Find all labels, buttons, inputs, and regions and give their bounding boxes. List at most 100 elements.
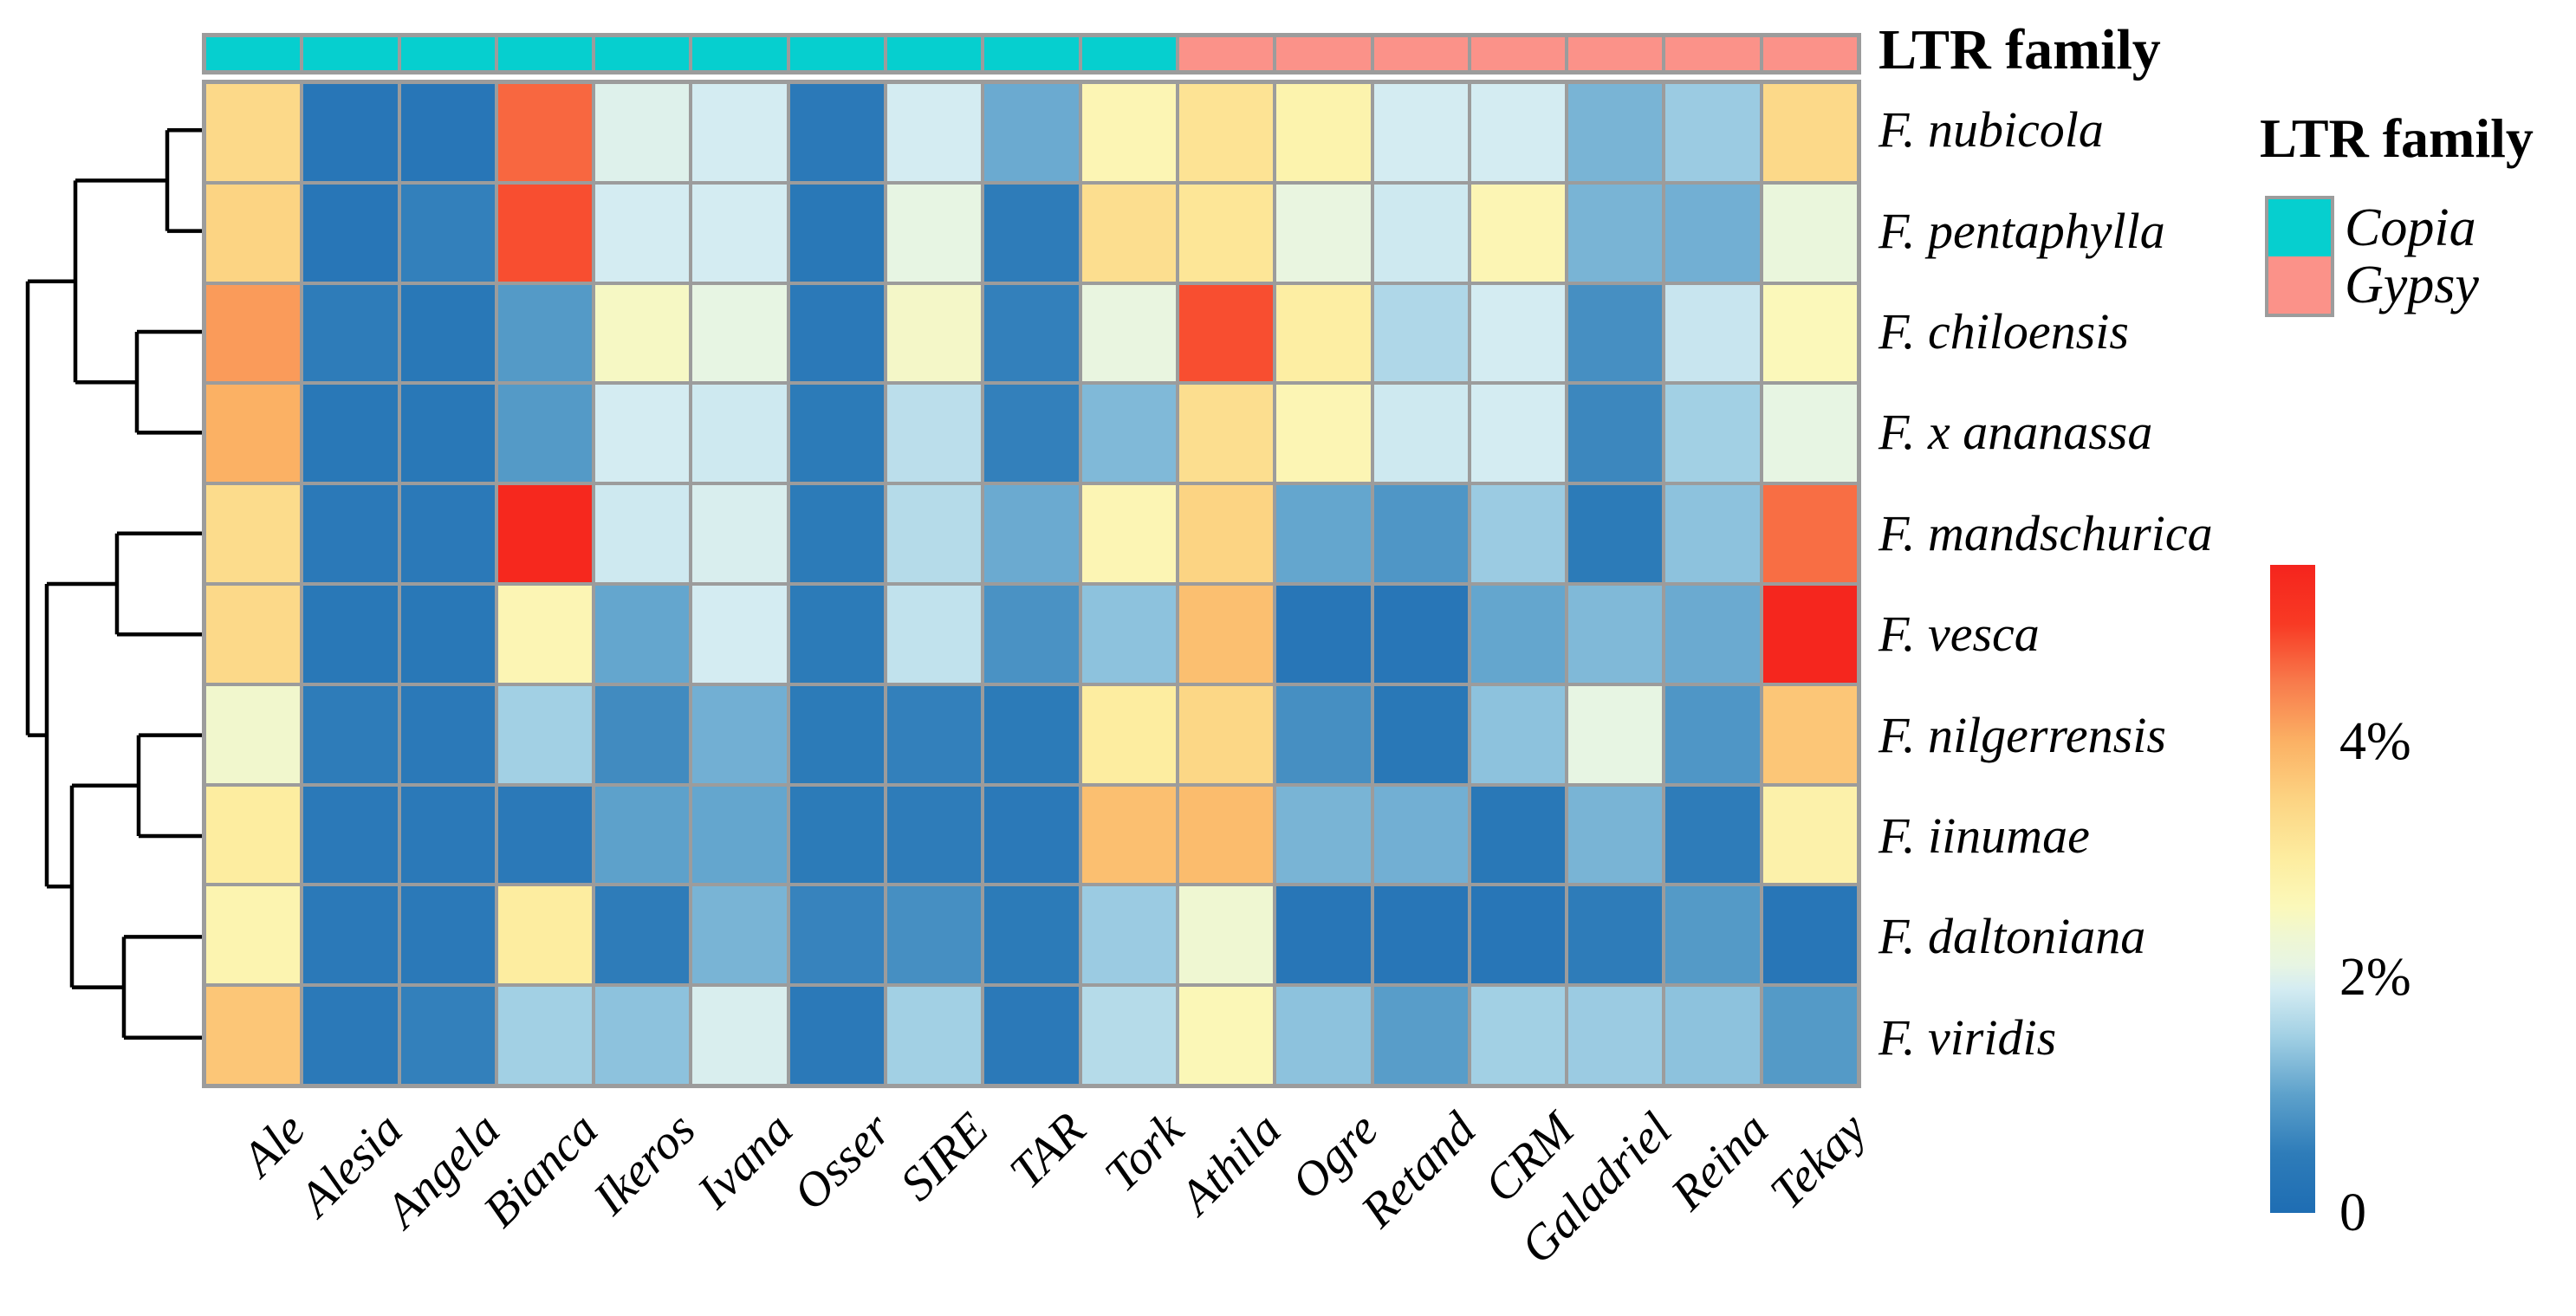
heatmap-cell <box>594 82 691 183</box>
heatmap-cell <box>1372 82 1470 183</box>
heatmap-cell <box>1469 684 1567 785</box>
heatmap-cell <box>496 784 594 885</box>
heatmap-cell <box>691 383 788 484</box>
heatmap-cell <box>983 985 1080 1086</box>
heatmap-cell <box>1080 985 1178 1086</box>
heatmap-cell <box>1761 985 1859 1086</box>
heatmap-cell <box>204 82 302 183</box>
annotation-cell-gypsy-tekay <box>1761 36 1859 72</box>
heatmap-cell <box>788 282 886 384</box>
heatmap-cell <box>886 885 983 986</box>
heatmap-cell <box>204 784 302 885</box>
heatmap-cell <box>1761 483 1859 584</box>
heatmap-cell <box>204 684 302 785</box>
heatmap-cell <box>691 182 788 283</box>
heatmap-cell <box>1761 684 1859 785</box>
heatmap-grid <box>202 80 1861 1088</box>
heatmap-cell <box>496 584 594 684</box>
heatmap-cell <box>1469 483 1567 584</box>
heatmap-cell <box>691 684 788 785</box>
heatmap-cell <box>204 483 302 584</box>
row-label: F. nubicola <box>1878 101 2104 159</box>
heatmap-cell <box>1469 885 1567 986</box>
heatmap-cell <box>1177 684 1275 785</box>
row-label: F. viridis <box>1878 1008 2057 1066</box>
heatmap-cell <box>886 584 983 684</box>
annotation-cell-copia-ivana <box>691 36 788 72</box>
colorbar-tick-label: 0 <box>2339 1183 2366 1242</box>
heatmap-cell <box>788 82 886 183</box>
heatmap-cell <box>691 483 788 584</box>
heatmap-cell <box>886 282 983 384</box>
heatmap-cell <box>1469 784 1567 885</box>
heatmap-cell <box>1372 684 1470 785</box>
colorbar-gradient <box>2270 565 2315 1213</box>
heatmap-cell <box>204 282 302 384</box>
heatmap-cell <box>204 182 302 283</box>
annotation-header-label: LTR family <box>1878 18 2161 81</box>
row-label: F. daltoniana <box>1878 908 2146 965</box>
legend-swatches <box>2265 196 2334 317</box>
heatmap-cell <box>302 383 399 484</box>
heatmap-cell <box>1469 282 1567 384</box>
heatmap-cell <box>1275 584 1372 684</box>
heatmap-cell <box>1664 483 1762 584</box>
heatmap-cell <box>594 985 691 1086</box>
heatmap-cell <box>691 985 788 1086</box>
heatmap-cell <box>1664 784 1762 885</box>
heatmap-cell <box>1761 182 1859 283</box>
heatmap-cell <box>302 584 399 684</box>
heatmap-cell <box>594 885 691 986</box>
heatmap-cell <box>1567 784 1664 885</box>
heatmap-cell <box>1761 584 1859 684</box>
heatmap-cell <box>1664 82 1762 183</box>
heatmap-cell <box>1567 584 1664 684</box>
heatmap-cell <box>1080 784 1178 885</box>
heatmap-cell <box>983 584 1080 684</box>
heatmap-cell <box>204 584 302 684</box>
heatmap-cell <box>302 483 399 584</box>
heatmap-cell <box>302 282 399 384</box>
heatmap-cell <box>399 684 496 785</box>
row-label: F. vesca <box>1878 606 2040 663</box>
heatmap-cell <box>1664 885 1762 986</box>
heatmap-cell <box>1567 684 1664 785</box>
gypsy-swatch <box>2268 256 2331 314</box>
heatmap-cell <box>1664 684 1762 785</box>
heatmap-cell <box>1664 182 1762 283</box>
heatmap-cell <box>594 784 691 885</box>
heatmap-cell <box>302 82 399 183</box>
heatmap-cell <box>691 584 788 684</box>
heatmap-cell <box>1372 885 1470 986</box>
heatmap-cell <box>1567 82 1664 183</box>
heatmap-cell <box>204 383 302 484</box>
heatmap-cell <box>1080 483 1178 584</box>
heatmap-cell <box>788 784 886 885</box>
heatmap-cell <box>496 684 594 785</box>
heatmap-cell <box>1664 985 1762 1086</box>
heatmap-cell <box>1177 885 1275 986</box>
heatmap-cell <box>886 784 983 885</box>
legend-title: LTR family <box>2260 107 2534 169</box>
heatmap-cell <box>1567 383 1664 484</box>
heatmap-cell <box>1469 985 1567 1086</box>
heatmap-cell <box>1177 784 1275 885</box>
heatmap-cell <box>399 584 496 684</box>
heatmap-cell <box>594 684 691 785</box>
heatmap-cell <box>1275 82 1372 183</box>
heatmap-cell <box>302 684 399 785</box>
heatmap-cell <box>788 885 886 986</box>
heatmap-cell <box>1080 82 1178 183</box>
heatmap-cell <box>1469 383 1567 484</box>
heatmap-cell <box>1567 985 1664 1086</box>
annotation-cell-copia-alesia <box>302 36 399 72</box>
heatmap-cell <box>788 182 886 283</box>
heatmap-cell <box>1177 282 1275 384</box>
heatmap-cell <box>1275 784 1372 885</box>
heatmap-cell <box>788 584 886 684</box>
heatmap-cell <box>1761 82 1859 183</box>
heatmap-cell <box>1080 282 1178 384</box>
legend-label-gypsy: Gypsy <box>2345 256 2479 314</box>
legend-label-copia: Copia <box>2345 198 2476 257</box>
